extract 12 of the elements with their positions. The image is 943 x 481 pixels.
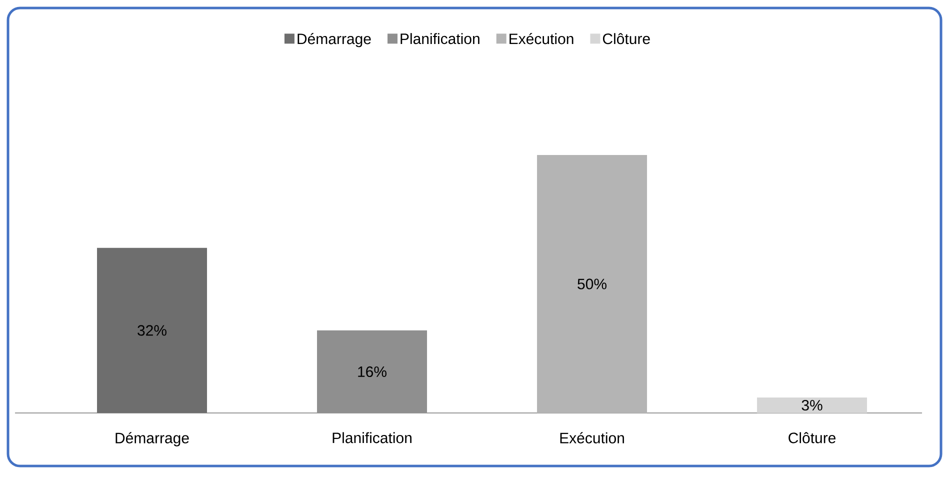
x-tick-label: Planification — [332, 432, 412, 444]
x-tick-label: Clôture — [788, 432, 836, 444]
legend-label: Exécution — [510, 33, 574, 44]
legend-label: Démarrage — [298, 33, 371, 48]
data-label: 16% — [358, 366, 386, 378]
data-label: 3% — [802, 400, 822, 411]
data-label: 32% — [138, 325, 166, 336]
x-tick-label: Démarrage — [116, 432, 189, 446]
legend-label: Clôture — [602, 33, 650, 44]
x-tick-label: Exécution — [560, 432, 624, 444]
legend-label: Planification — [400, 33, 480, 44]
data-label: 50% — [578, 278, 606, 290]
